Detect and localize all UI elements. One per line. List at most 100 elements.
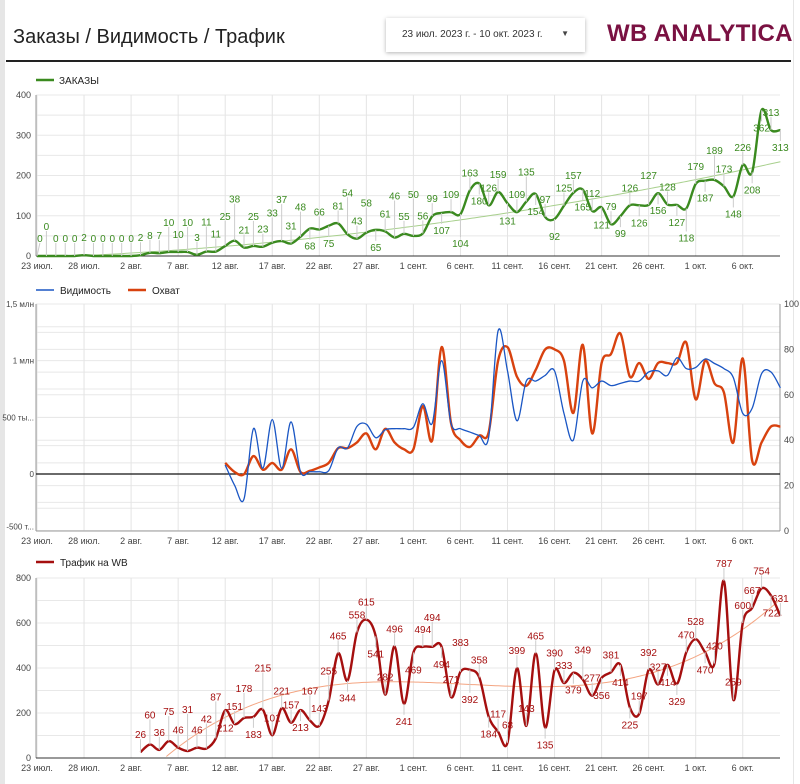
visibility-legend[interactable]: Видимость — [36, 286, 111, 297]
data-label: 126 — [621, 183, 638, 194]
chevron-down-icon: ▼ — [561, 29, 569, 38]
data-label: 54 — [342, 188, 354, 199]
date-range-dropdown[interactable]: 23 июл. 2023 г. - 10 окт. 2023 г. ▼ — [386, 18, 585, 52]
data-label: 496 — [386, 624, 403, 635]
data-label: 109 — [509, 190, 526, 201]
data-label: 79 — [605, 202, 617, 213]
x-tick-label: 2 авг. — [120, 261, 142, 271]
data-label: 0 — [72, 234, 78, 245]
orders-legend[interactable]: ЗАКАЗЫ — [36, 76, 99, 87]
data-label: 187 — [697, 194, 714, 205]
data-label: 109 — [443, 190, 460, 201]
data-label: 75 — [163, 707, 175, 718]
data-label: 392 — [462, 695, 479, 706]
orders-legend-label: ЗАКАЗЫ — [59, 76, 99, 87]
data-label: 528 — [687, 617, 704, 628]
data-label: 46 — [191, 726, 203, 737]
y-right-tick-label: 20 — [784, 481, 794, 491]
y-tick-label: 200 — [16, 708, 31, 718]
data-label: 226 — [734, 143, 751, 154]
data-label: 180 — [471, 197, 488, 208]
data-label: 36 — [154, 728, 166, 739]
data-label: 126 — [480, 183, 497, 194]
x-tick-label: 16 сент. — [538, 261, 571, 271]
data-label: 26 — [135, 730, 147, 741]
data-label: 55 — [398, 212, 410, 223]
data-label: 163 — [462, 168, 479, 179]
x-tick-label: 17 авг. — [259, 763, 286, 773]
x-tick-label: 6 окт. — [732, 261, 754, 271]
x-tick-label: 2 авг. — [120, 763, 142, 773]
x-tick-label: 1 сент. — [400, 763, 428, 773]
y-left-tick-label: 1 млн — [13, 357, 34, 366]
data-label: 58 — [361, 199, 373, 210]
data-label: 99 — [615, 229, 627, 240]
data-label: 787 — [716, 559, 733, 570]
data-label: 470 — [697, 665, 714, 676]
data-label: 159 — [490, 170, 507, 181]
data-label: 87 — [210, 692, 222, 703]
data-label: 241 — [396, 717, 413, 728]
data-label: 156 — [650, 206, 667, 217]
data-label: 631 — [772, 594, 789, 605]
data-label: 0 — [100, 234, 106, 245]
data-label: 31 — [286, 222, 298, 233]
trend-line — [166, 598, 781, 757]
data-label: 615 — [358, 598, 375, 609]
data-label: 92 — [549, 232, 561, 243]
traffic-chart: 23 июл. 28 июл. 2 авг. 7 авг. 12 авг. 17 авг.… — [16, 559, 789, 773]
reach-legend[interactable]: Охват — [128, 286, 180, 297]
data-label: 143 — [518, 704, 535, 715]
data-label: 225 — [621, 720, 638, 731]
y-tick-label: 400 — [16, 663, 31, 673]
data-label: 143 — [311, 704, 328, 715]
x-tick-label: 21 сент. — [585, 261, 618, 271]
data-label: 48 — [295, 203, 307, 214]
data-label: 271 — [443, 675, 460, 686]
data-label: 420 — [706, 642, 723, 653]
data-label: 754 — [753, 566, 770, 577]
y-right-tick-label: 60 — [784, 390, 794, 400]
data-label: 135 — [537, 741, 554, 752]
visibility-chart: 23 июл. 28 июл. 2 авг. 7 авг. 12 авг. 17 авг.… — [2, 299, 799, 546]
y-tick-label: 0 — [26, 251, 31, 261]
data-label: 10 — [182, 218, 194, 229]
y-right-tick-label: 80 — [784, 344, 794, 354]
orders-chart: 23 июл. 28 июл. 2 авг. 7 авг. 12 авг. 17 авг.… — [16, 90, 789, 271]
data-label: 25 — [220, 212, 232, 223]
x-tick-label: 17 авг. — [259, 261, 286, 271]
x-tick-label: 22 авг. — [306, 536, 333, 546]
data-label: 157 — [283, 701, 300, 712]
data-label: 37 — [276, 195, 288, 206]
data-label: 154 — [527, 207, 544, 218]
visibility-legend-label: Видимость — [60, 286, 111, 297]
data-label: 313 — [763, 108, 780, 119]
data-label: 23 — [257, 225, 269, 236]
reach-legend-label: Охват — [152, 286, 180, 297]
x-tick-label: 6 окт. — [732, 536, 754, 546]
data-label: 212 — [217, 723, 234, 734]
x-tick-label: 26 сент. — [632, 261, 665, 271]
y-tick-label: 600 — [16, 618, 31, 628]
y-tick-label: 800 — [16, 573, 31, 583]
data-label: 165 — [574, 203, 591, 214]
data-label: 313 — [772, 143, 789, 154]
x-tick-label: 28 июл. — [68, 536, 100, 546]
data-label: 167 — [302, 686, 319, 697]
data-label: 344 — [339, 694, 356, 705]
x-tick-label: 11 сент. — [492, 763, 524, 773]
data-label: 68 — [502, 721, 514, 732]
data-label: 183 — [245, 730, 262, 741]
data-label: 25 — [248, 212, 260, 223]
data-label: 399 — [509, 646, 526, 657]
data-labels: 000 0 0 2 0 0 0 0 0 2 8 710101031111253821252333373… — [36, 108, 789, 257]
data-label: 118 — [678, 234, 694, 245]
data-label: 282 — [377, 673, 394, 684]
x-tick-label: 26 сент. — [632, 536, 665, 546]
data-label: 469 — [405, 665, 422, 676]
data-label: 125 — [556, 184, 573, 195]
traffic-legend[interactable]: Трафик на WB — [36, 557, 128, 569]
data-label: 0 — [128, 234, 134, 245]
series-line — [139, 579, 782, 754]
